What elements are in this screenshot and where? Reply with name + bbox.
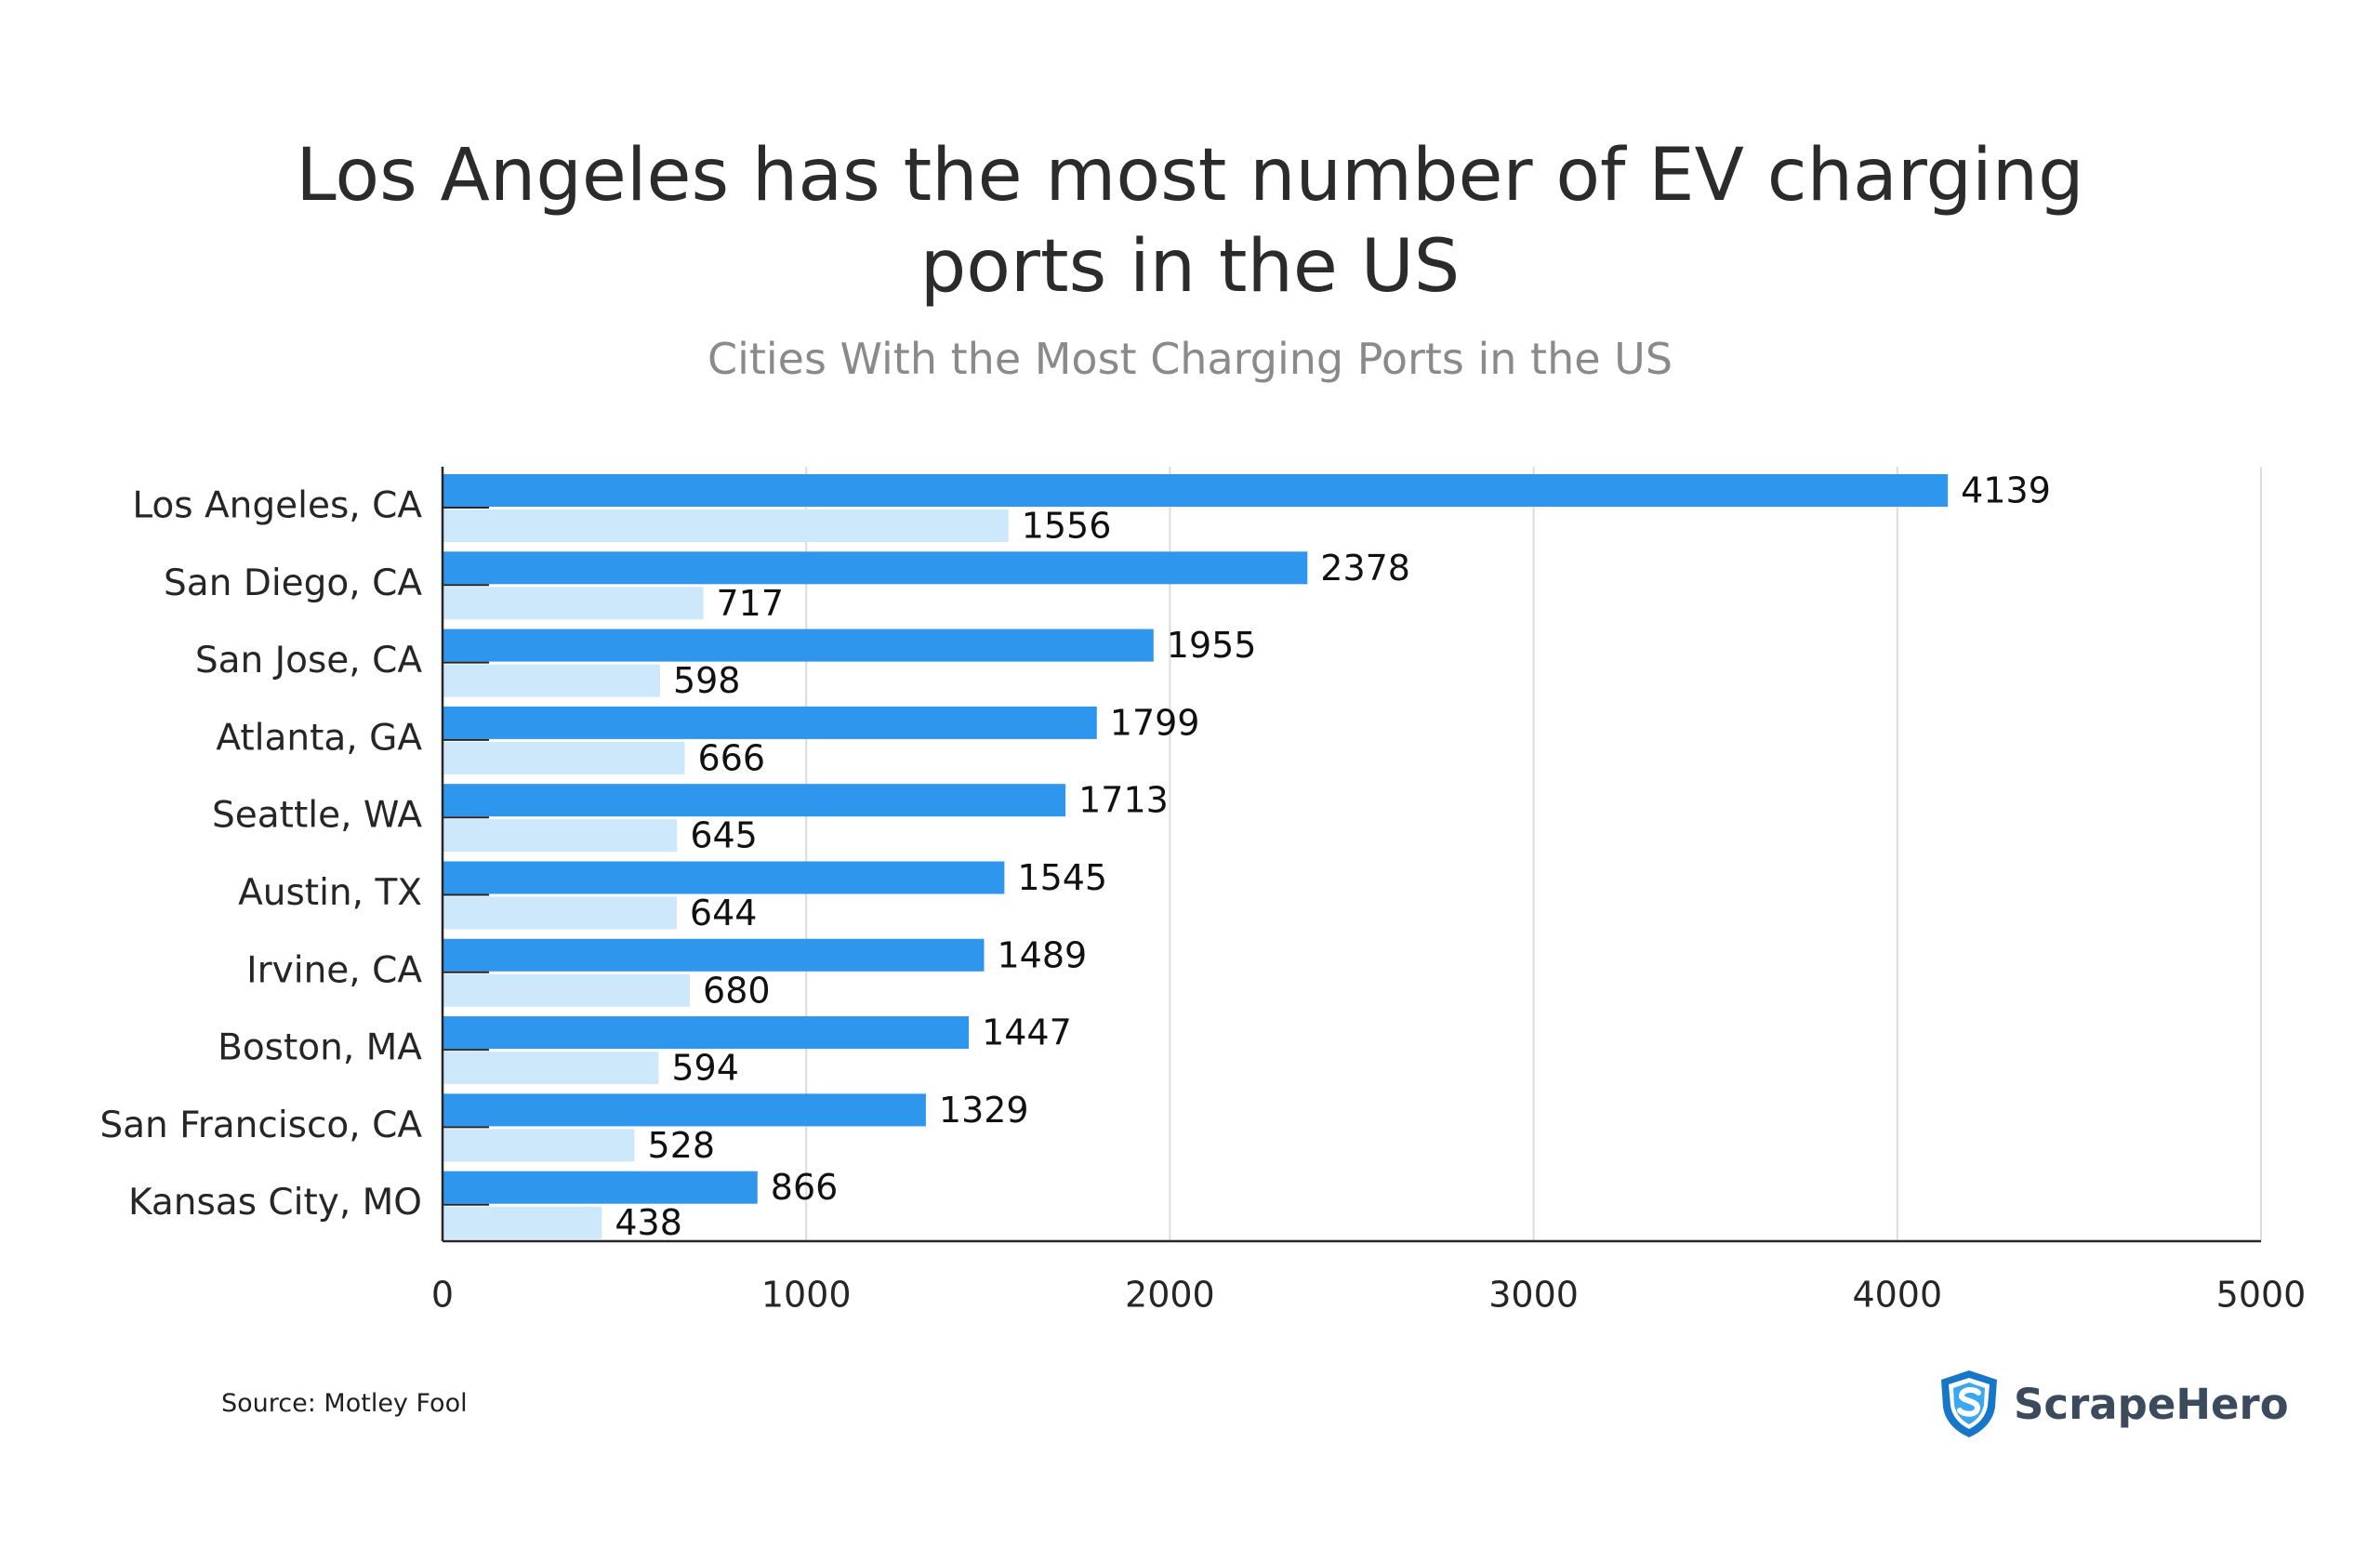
category-label-2: San Jose, CA xyxy=(195,640,422,681)
brand-name: ScrapeHero xyxy=(2014,1379,2289,1429)
chart-title-line-1: Los Angeles has the most number of EV ch… xyxy=(296,134,2084,218)
value-label-1-6: 680 xyxy=(703,970,771,1011)
value-label-0-0: 4139 xyxy=(1961,470,2051,511)
x-tick-label-0: 0 xyxy=(431,1275,454,1316)
value-label-0-4: 1713 xyxy=(1078,780,1169,821)
bar-1-7 xyxy=(443,1052,659,1085)
source-note: Source: Motley Fool xyxy=(221,1389,468,1418)
category-label-9: Kansas City, MO xyxy=(128,1182,422,1224)
bar-1-6 xyxy=(443,973,691,1007)
bar-1-9 xyxy=(443,1206,602,1239)
category-label-5: Austin, TX xyxy=(238,872,422,914)
category-label-6: Irvine, CA xyxy=(246,949,422,991)
shield-s-icon xyxy=(1941,1370,1997,1437)
bar-0-7 xyxy=(443,1016,970,1050)
x-tick-label-4: 4000 xyxy=(1852,1275,1942,1316)
value-label-1-1: 717 xyxy=(716,583,784,624)
bar-1-8 xyxy=(443,1129,635,1162)
bar-1-4 xyxy=(443,819,678,853)
value-label-1-0: 1556 xyxy=(1022,506,1112,547)
category-label-8: San Francisco, CA xyxy=(99,1105,422,1146)
category-label-7: Boston, MA xyxy=(218,1027,422,1069)
bar-0-2 xyxy=(443,628,1154,662)
bar-1-5 xyxy=(443,896,677,930)
value-label-0-9: 866 xyxy=(771,1167,839,1208)
value-label-0-8: 1329 xyxy=(939,1090,1029,1131)
value-label-0-1: 2378 xyxy=(1320,548,1410,589)
value-label-0-5: 1545 xyxy=(1017,857,1107,898)
x-tick-label-5: 5000 xyxy=(2216,1275,2307,1316)
category-label-3: Atlanta, GA xyxy=(216,717,422,759)
value-label-1-9: 438 xyxy=(615,1202,682,1243)
category-label-1: San Diego, CA xyxy=(164,562,422,604)
value-label-1-5: 644 xyxy=(690,893,758,933)
bar-1-3 xyxy=(443,741,685,774)
brand-logo: ScrapeHero xyxy=(1937,1367,2289,1441)
bar-1-1 xyxy=(443,587,704,620)
value-label-0-7: 1447 xyxy=(982,1012,1072,1053)
bar-0-4 xyxy=(443,784,1066,817)
value-label-0-2: 1955 xyxy=(1167,625,1257,666)
bar-0-5 xyxy=(443,861,1005,894)
bar-0-8 xyxy=(443,1093,926,1127)
bar-0-0 xyxy=(443,474,1949,507)
value-label-1-8: 528 xyxy=(648,1125,716,1166)
bar-0-6 xyxy=(443,938,985,972)
value-label-0-6: 1489 xyxy=(997,934,1087,975)
value-label-0-3: 1799 xyxy=(1110,702,1200,743)
bar-0-3 xyxy=(443,706,1097,739)
bar-1-0 xyxy=(443,509,1009,542)
category-label-4: Seattle, WA xyxy=(212,795,422,837)
value-label-1-2: 598 xyxy=(673,660,741,701)
bar-0-1 xyxy=(443,551,1308,585)
value-label-1-4: 645 xyxy=(690,815,758,856)
bar-1-2 xyxy=(443,664,660,697)
x-tick-label-1: 1000 xyxy=(761,1275,852,1316)
chart-title: Los Angeles has the most number of EV ch… xyxy=(0,130,2380,312)
chart-title-line-2: ports in the US xyxy=(919,225,1461,309)
chart-subtitle: Cities With the Most Charging Ports in t… xyxy=(707,334,1673,384)
x-tick-label-3: 3000 xyxy=(1488,1275,1579,1316)
value-label-1-7: 594 xyxy=(671,1048,739,1089)
x-tick-label-2: 2000 xyxy=(1125,1275,1215,1316)
category-label-0: Los Angeles, CA xyxy=(132,485,422,527)
bar-0-9 xyxy=(443,1171,758,1204)
value-label-1-3: 666 xyxy=(698,737,766,778)
